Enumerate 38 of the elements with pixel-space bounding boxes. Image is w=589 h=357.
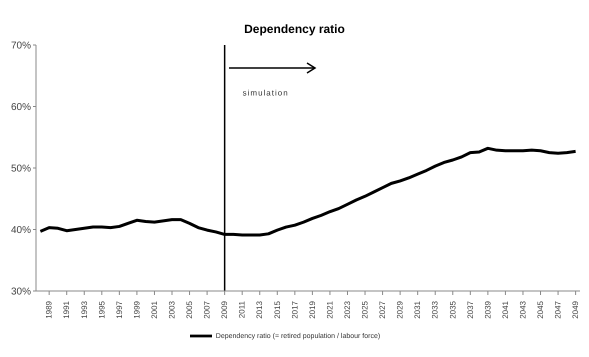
x-tick-label: 2035 bbox=[448, 300, 458, 319]
chart-title: Dependency ratio bbox=[243, 22, 346, 36]
y-tick-label: 50% bbox=[10, 164, 32, 175]
x-tick-label: 2039 bbox=[483, 300, 492, 319]
x-tick-label: 2029 bbox=[396, 300, 405, 319]
x-tick-label: 2049 bbox=[571, 300, 580, 319]
x-tick-label: 1997 bbox=[114, 300, 124, 319]
ref-line-label: simulation bbox=[242, 88, 289, 98]
x-tick-label: 2013 bbox=[255, 300, 264, 319]
x-tick-label: 2019 bbox=[308, 300, 317, 319]
y-tick-label: 40% bbox=[10, 225, 32, 236]
x-tick-label: 2011 bbox=[238, 300, 247, 318]
x-tick-label: 1991 bbox=[62, 300, 72, 319]
y-tick-label: 30% bbox=[10, 286, 32, 298]
x-tick-label: 2007 bbox=[202, 300, 212, 319]
x-tick-label: 2009 bbox=[220, 300, 230, 319]
x-tick-label: 2041 bbox=[500, 300, 510, 319]
x-tick-label: 2021 bbox=[325, 300, 334, 319]
x-tick-label: 2031 bbox=[413, 300, 422, 319]
x-tick-label: 2017 bbox=[290, 300, 300, 319]
x-tick-label: 2047 bbox=[554, 300, 563, 319]
x-tick-label: 2037 bbox=[466, 300, 475, 319]
x-tick-label: 2005 bbox=[185, 300, 194, 319]
x-tick-label: 2025 bbox=[360, 300, 370, 319]
x-tick-label: 1989 bbox=[44, 300, 54, 319]
x-tick-label: 2001 bbox=[150, 300, 159, 319]
x-tick-label: 2015 bbox=[272, 300, 282, 319]
y-tick-label: 60% bbox=[10, 102, 32, 114]
x-tick-label: 2003 bbox=[168, 300, 176, 319]
x-tick-label: 1993 bbox=[80, 300, 89, 319]
x-tick-label: 2027 bbox=[378, 300, 388, 319]
x-tick-label: 2023 bbox=[342, 300, 352, 319]
y-tick-label: 70% bbox=[10, 40, 32, 52]
x-tick-label: 2033 bbox=[430, 300, 440, 319]
x-tick-label: 1999 bbox=[132, 300, 142, 319]
x-tick-label: 1995 bbox=[97, 300, 106, 319]
x-tick-label: 2045 bbox=[536, 300, 546, 319]
x-tick-label: 2043 bbox=[518, 300, 528, 319]
